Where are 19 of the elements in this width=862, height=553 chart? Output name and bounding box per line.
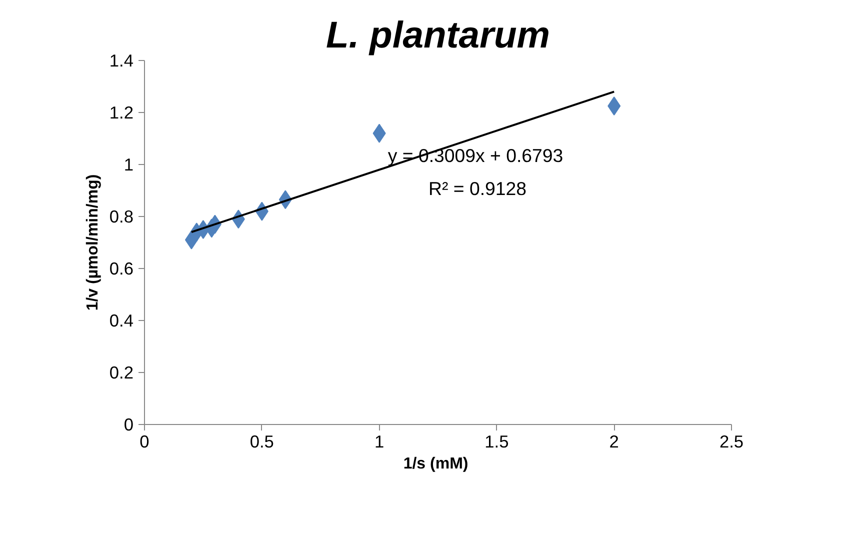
- y-tick-label: 1: [124, 154, 134, 174]
- y-tick-label: 0.8: [109, 206, 134, 226]
- x-tick-label: 2.5: [719, 432, 744, 452]
- x-tick-label: 0: [140, 432, 150, 452]
- y-tick-label: 0.2: [109, 362, 134, 382]
- y-tick-label: 0.6: [109, 258, 134, 278]
- x-tick-label: 2: [609, 432, 619, 452]
- y-axis-title: 1/v (µmol/min/mg): [84, 174, 102, 311]
- x-tick-label: 0.5: [250, 432, 274, 452]
- annotation: R² = 0.9128: [428, 178, 527, 199]
- y-tick-label: 1.2: [109, 102, 134, 122]
- y-tick-label: 0: [124, 414, 134, 434]
- x-tick-label: 1.5: [484, 432, 509, 452]
- point: [608, 96, 621, 116]
- x-axis-title: 1/s (mM): [403, 456, 468, 472]
- y-tick-label: 1.4: [109, 50, 134, 70]
- chart-title: L. plantarum: [326, 14, 550, 56]
- x-tick-label: 1: [374, 432, 384, 452]
- y-tick-label: 0.4: [109, 310, 134, 330]
